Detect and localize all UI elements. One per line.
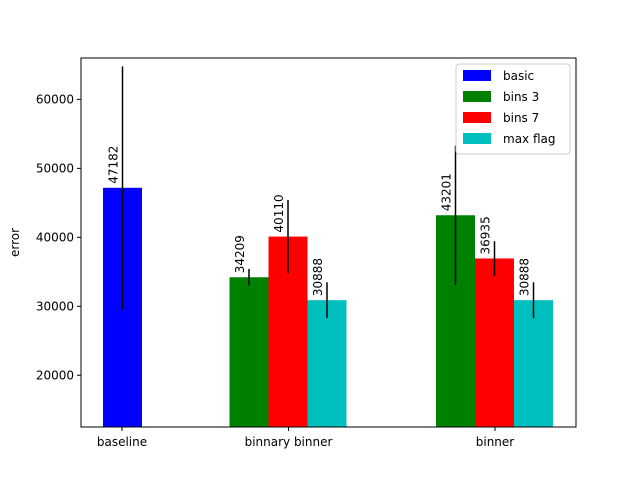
y-axis-label: error <box>8 228 22 257</box>
x-tick-label: baseline <box>97 435 147 449</box>
legend-entry: bins 3 <box>503 90 539 104</box>
x-axis: baseline binnary binner binner <box>97 427 514 449</box>
bar-value-label: 30888 <box>518 258 532 296</box>
bar-bins-7-2 <box>475 258 514 427</box>
legend-box <box>455 63 571 155</box>
legend-swatch <box>463 70 491 81</box>
y-tick-label: 30000 <box>36 299 74 313</box>
bar-value-label: 40110 <box>272 194 286 232</box>
x-tick-label: binnary binner <box>245 435 333 449</box>
y-tick-label: 60000 <box>36 92 74 106</box>
x-tick-label: binner <box>476 435 515 449</box>
y-axis: 20000 30000 40000 50000 60000 <box>36 92 81 382</box>
bar-max-flag-2 <box>514 300 553 427</box>
legend-entry: basic <box>503 69 534 83</box>
legend: basic bins 3 bins 7 max flag <box>455 63 571 155</box>
legend-entry: max flag <box>503 132 556 146</box>
bar-bins-3-1 <box>229 277 269 427</box>
bar-value-label: 43201 <box>440 173 454 211</box>
y-tick-label: 20000 <box>36 368 74 382</box>
legend-swatch <box>463 133 491 144</box>
bar-value-label: 30888 <box>311 258 325 296</box>
y-tick-label: 40000 <box>36 230 74 244</box>
bar-value-label: 36935 <box>479 216 493 254</box>
error-bars-layer <box>121 66 535 319</box>
bar-value-label: 47182 <box>107 146 121 184</box>
legend-swatch <box>463 91 491 102</box>
bar-labels-layer: 47182 34209 40110 30888 43201 36935 30888 <box>107 146 532 297</box>
legend-swatch <box>463 112 491 123</box>
bar-max-flag-1 <box>307 300 347 427</box>
bar-value-label: 34209 <box>233 235 247 273</box>
plot-frame <box>80 57 577 428</box>
y-tick-label: 50000 <box>36 161 74 175</box>
legend-entry: bins 7 <box>503 111 539 125</box>
